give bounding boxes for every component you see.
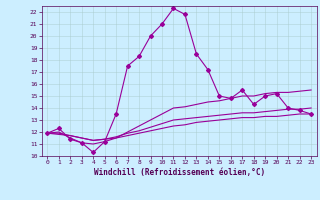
- X-axis label: Windchill (Refroidissement éolien,°C): Windchill (Refroidissement éolien,°C): [94, 168, 265, 177]
